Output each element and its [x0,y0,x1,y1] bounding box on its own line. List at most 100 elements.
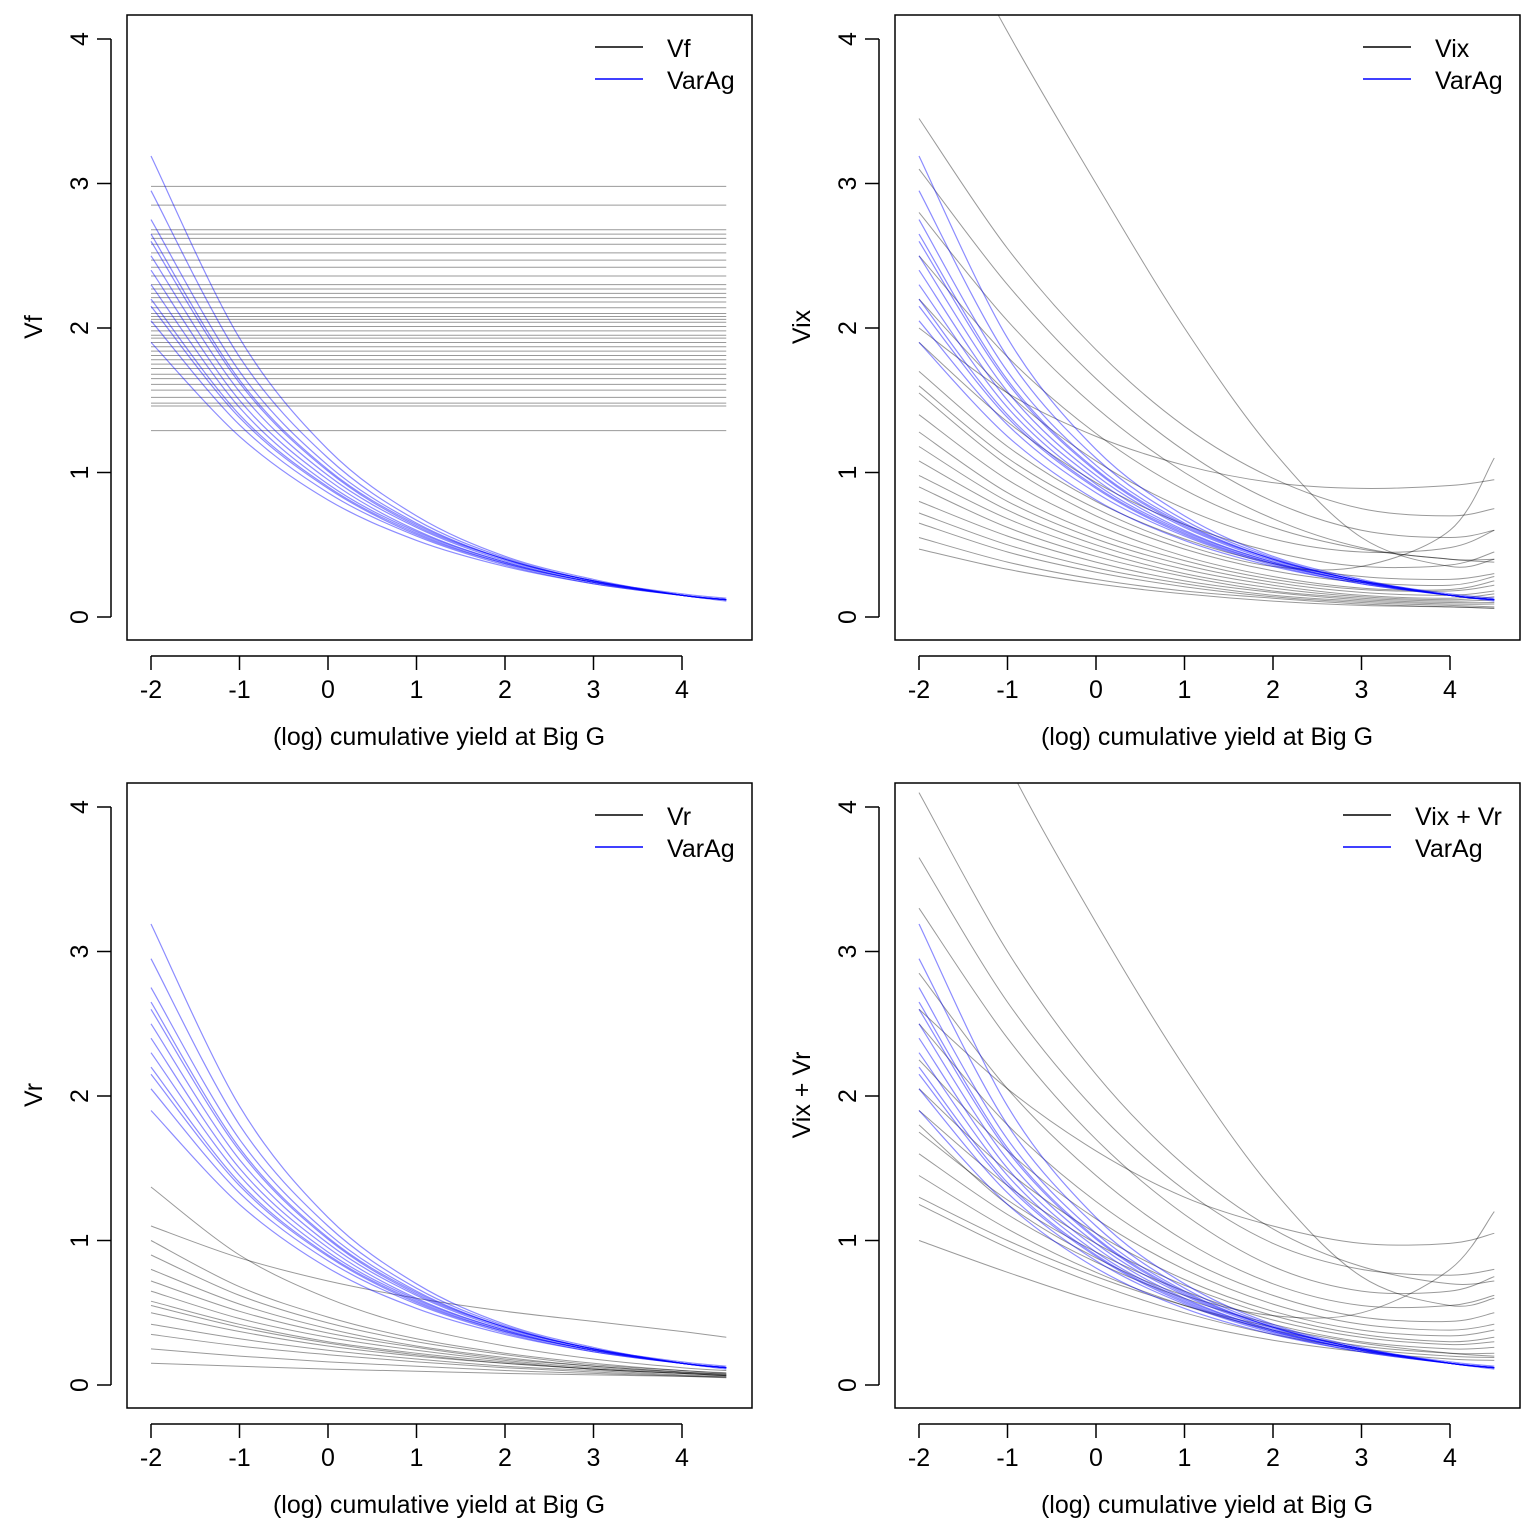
y-tick-label: 0 [834,1378,862,1392]
primary-series-line [150,1290,727,1376]
varag-series-line [150,190,727,601]
varag-series-line [918,219,1495,601]
y-tick-label: 2 [834,1089,862,1103]
varag-series-line [150,1001,727,1367]
varag-series-line [150,233,727,599]
legend-label-varag: VarAg [667,67,735,95]
varag-series-line [150,1073,727,1370]
varag-series-line [918,284,1495,601]
primary-series-line [918,857,1495,1276]
x-tick-label: 0 [1089,1444,1103,1472]
varag-series-line [150,155,727,601]
varag-series-line [918,233,1495,599]
legend-label-primary: Vix + Vr [1415,803,1502,831]
y-tick-label: 1 [834,1234,862,1248]
primary-series-line [997,15,1495,568]
x-tick-label: 2 [498,676,512,704]
x-tick-label: 4 [675,1444,689,1472]
primary-series-line [1016,783,1495,1307]
y-tick-label: 4 [834,32,862,46]
legend-label-varag: VarAg [1435,67,1503,95]
primary-series-line [918,907,1495,1295]
x-tick-label: 1 [410,676,424,704]
x-axis-title: (log) cumulative yield at Big G [1041,723,1373,751]
varag-series-line [918,987,1495,1369]
plot-area [918,15,1495,609]
varag-series-line [150,269,727,601]
x-tick-label: 3 [1355,676,1369,704]
x-axis-title: (log) cumulative yield at Big G [1041,1491,1373,1519]
primary-series-line [918,460,1495,599]
varag-series-line [918,1066,1495,1369]
varag-series-line [918,305,1495,602]
primary-series-line [918,1124,1495,1319]
varag-series-line [918,1001,1495,1367]
varag-series-line [918,255,1495,601]
primary-series-line [150,1333,727,1378]
varag-series-line [918,1088,1495,1369]
y-tick-label: 2 [66,321,94,335]
legend-label-varag: VarAg [667,835,735,863]
x-tick-label: -2 [140,1444,162,1472]
varag-series-line [150,1037,727,1369]
primary-series-line [918,327,1495,489]
varag-series-line [150,305,727,602]
varag-series-line [918,269,1495,601]
primary-series-line [918,474,1495,601]
primary-series-line [918,1088,1495,1337]
x-tick-label: 4 [675,676,689,704]
primary-series-line [918,168,1495,539]
primary-series-line [918,548,1495,609]
primary-series-line [918,342,1495,569]
primary-series-line [918,792,1495,1285]
varag-series-line [918,240,1495,601]
y-axis-title: Vix [788,309,816,344]
varag-series-line [150,1023,727,1369]
y-tick-label: 3 [834,177,862,191]
primary-series-line [918,537,1495,609]
legend: Vix + Vr VarAg [1343,803,1502,863]
plot-frame [126,782,753,1409]
primary-series-line [918,1008,1495,1246]
varag-series-line [150,1052,727,1369]
y-tick-label: 4 [834,800,862,814]
x-tick-label: 4 [1443,1444,1457,1472]
panel-2: -2 -1 0 1 2 3 4 (log) cumulative yield at Big G… [788,14,1521,751]
y-tick-label: 1 [66,466,94,480]
primary-series-line [150,1362,727,1378]
primary-series-line [918,512,1495,605]
primary-series-line [918,1131,1495,1346]
y-tick-label: 2 [66,1089,94,1103]
primary-series-line [918,118,1495,517]
varag-series-line [150,987,727,1369]
varag-series-line [918,1037,1495,1369]
primary-series-line [918,431,1495,592]
primary-series-line [918,385,1495,571]
x-tick-label: 1 [1178,1444,1192,1472]
primary-series-line [150,1254,727,1374]
varag-series-line [150,284,727,601]
legend-label-primary: Vix [1435,35,1470,63]
legend: Vr VarAg [595,803,735,863]
x-tick-label: -1 [996,1444,1018,1472]
legend-label-primary: Vr [667,803,691,831]
varag-series-line [150,240,727,601]
primary-series-line [918,212,1495,561]
x-tick-label: 0 [321,676,335,704]
varag-series-line [918,1008,1495,1369]
y-tick-label: 3 [834,945,862,959]
primary-series-line [918,414,1495,591]
varag-series-line [150,341,727,601]
varag-series-line [918,320,1495,601]
primary-series-line [150,1348,727,1379]
y-tick-label: 4 [66,32,94,46]
x-tick-label: 0 [321,1444,335,1472]
legend-label-varag: VarAg [1415,835,1483,863]
primary-series-line [918,500,1495,604]
x-tick-label: 3 [1355,1444,1369,1472]
x-tick-label: -1 [228,676,250,704]
primary-series-line [918,486,1495,602]
primary-series-line [918,371,1495,581]
plot-frame [126,14,753,641]
